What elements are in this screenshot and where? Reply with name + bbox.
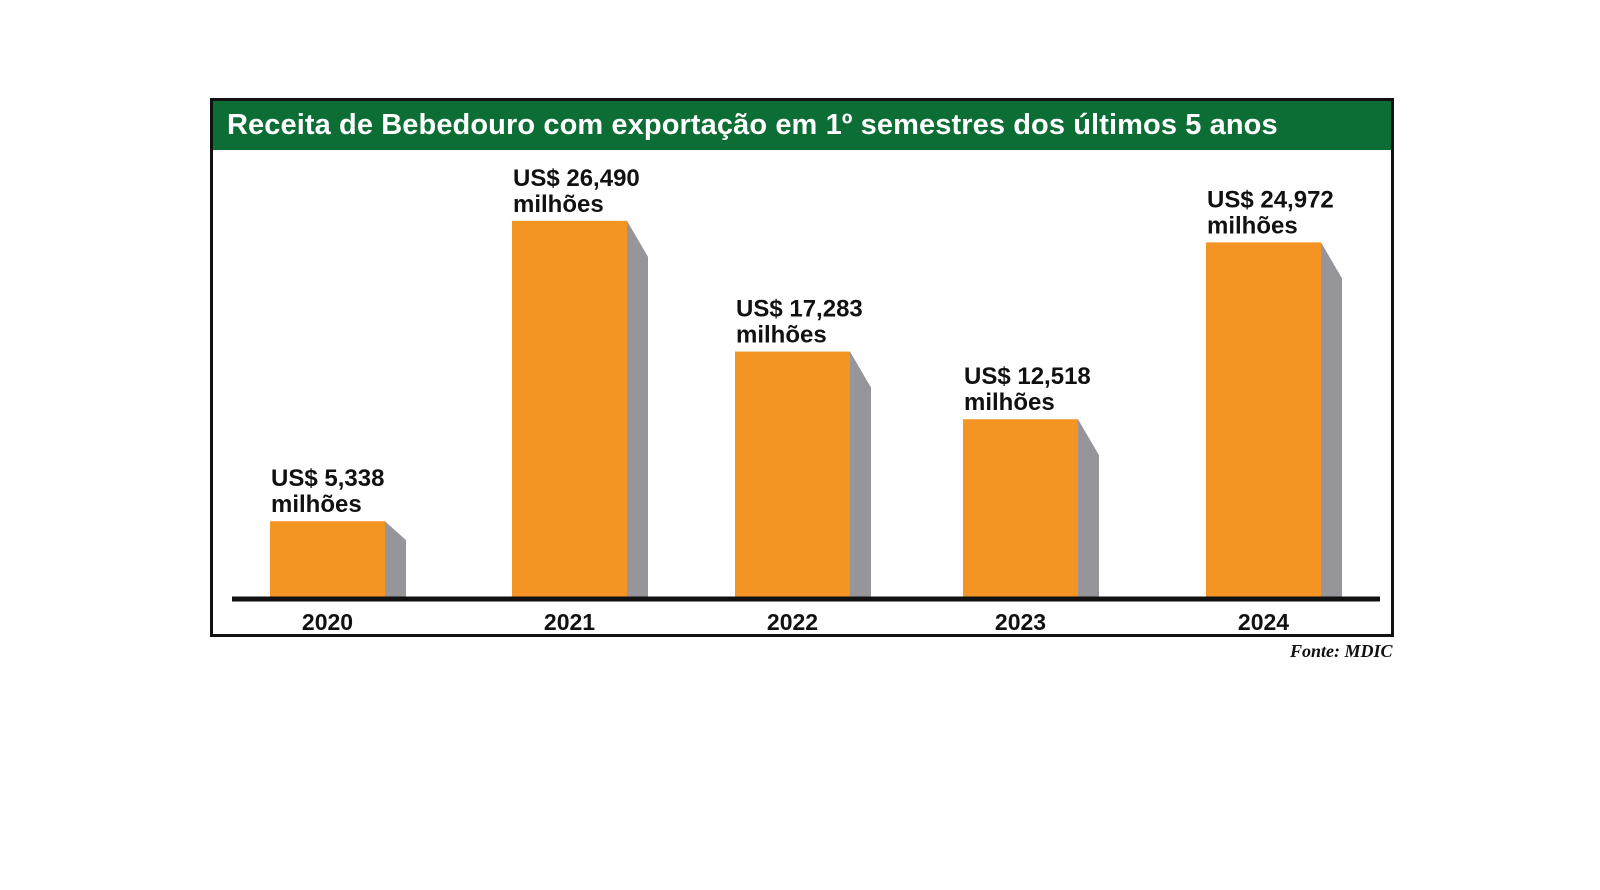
source-note: Fonte: MDIC [1290,641,1393,661]
value-label-2021: US$ 26,490 [513,165,640,192]
x-tick-2021: 2021 [544,609,595,635]
bar-side-2023 [1078,419,1099,597]
x-tick-2023: 2023 [995,609,1046,635]
bar-side-2021 [627,220,648,598]
bar-2021 [512,220,627,598]
value-unit-label-2020: milhões [271,491,362,518]
bar-2023 [963,419,1078,597]
x-tick-2022: 2022 [767,609,818,635]
value-label-2020: US$ 5,338 [271,465,384,492]
value-label-2022: US$ 17,283 [736,296,863,323]
title-bar: Receita de Bebedouro com exportação em 1… [213,101,1391,150]
value-label-2023: US$ 12,518 [964,363,1091,390]
x-tick-2024: 2024 [1238,609,1289,635]
chart-title: Receita de Bebedouro com exportação em 1… [227,109,1278,141]
x-tick-2020: 2020 [302,609,353,635]
value-label-2024: US$ 24,972 [1207,186,1334,213]
bar-2020 [270,521,385,597]
bar-side-2024 [1321,242,1342,598]
value-unit-label-2022: milhões [736,322,827,349]
bar-side-2022 [850,351,871,597]
value-unit-label-2024: milhões [1207,212,1298,239]
bar-2022 [735,351,850,597]
value-unit-label-2023: milhões [964,389,1055,416]
value-unit-label-2021: milhões [513,191,604,218]
bar-side-2020 [385,521,406,597]
bar-2024 [1206,242,1321,598]
